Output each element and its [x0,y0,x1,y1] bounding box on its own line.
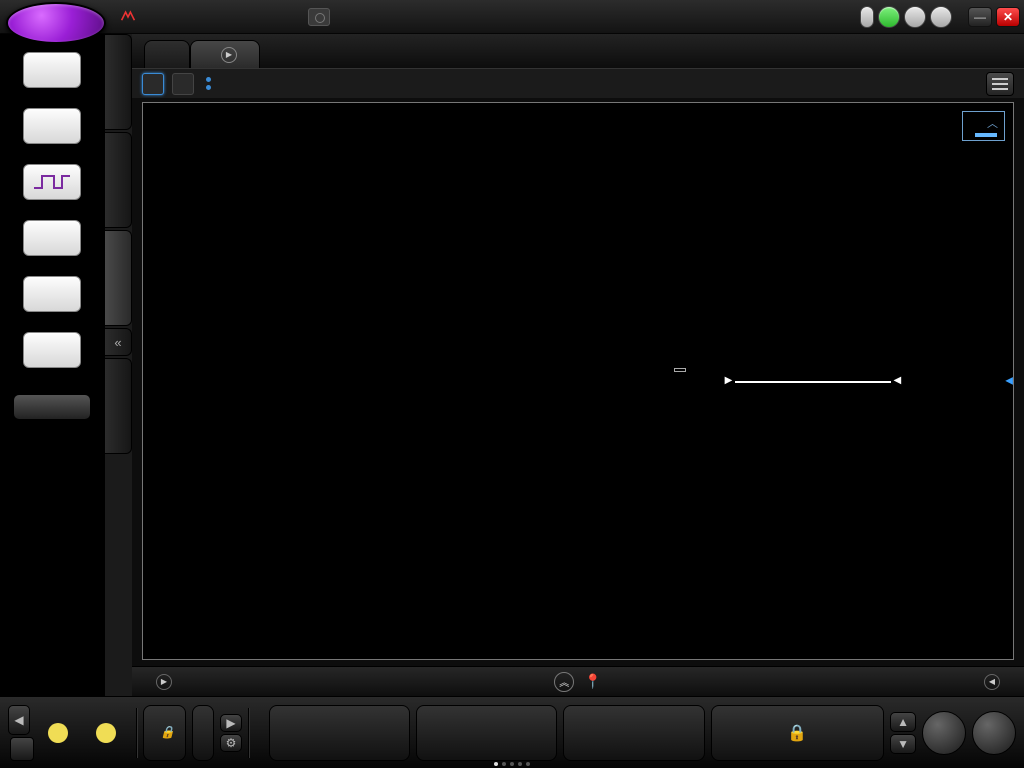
close-button[interactable]: ✕ [996,7,1020,27]
square-wave-icon [32,172,72,192]
menu-help[interactable] [274,13,294,21]
side-tabs: « [104,34,132,696]
eye-diagram-plot[interactable]: ︿ [142,102,1014,660]
keysight-logo-icon [120,9,136,25]
menu-file[interactable] [164,13,184,21]
timebase-panel[interactable] [269,705,410,761]
plot-legend[interactable]: ︿ [962,111,1005,141]
amplitude-prev-icon[interactable]: ◀ [984,674,1000,690]
menu-apps[interactable] [252,13,272,21]
vtab-jsa[interactable] [105,358,132,454]
ch2-badge [96,723,116,743]
menu-tools[interactable] [230,13,250,21]
menu-items [164,13,294,21]
acquisition-panel[interactable] [416,705,557,761]
f1-marker[interactable] [1005,376,1015,387]
nav-left-button[interactable]: ◀ [8,705,30,735]
top-right-controls: — ✕ [860,6,1020,28]
ddpws-button[interactable] [23,164,81,200]
center-pane: ▶ ︿ ▶ ︽ 📍 ◀ [132,34,1024,696]
pattern-panel[interactable]: 🔒 [711,705,884,761]
grid-menu-icon[interactable] [10,737,34,761]
cdr-panel[interactable]: 🔒 [143,705,186,761]
legend-swatch [975,133,997,137]
more-button[interactable] [13,394,91,420]
layout-dots-icon [206,77,211,90]
tab-waveform[interactable]: ▶ [190,40,260,68]
channel-1a[interactable] [40,720,82,746]
pin-icon[interactable]: 📍 [584,673,601,690]
run-button[interactable] [878,6,900,28]
tj-histogram-marker[interactable] [735,381,892,383]
tj-histogram-label[interactable] [674,368,686,372]
scroll-up-button[interactable]: ▲ [890,712,916,732]
ch1-badge [48,723,68,743]
left-toolbar [0,34,104,696]
trigger-panel[interactable] [563,705,704,761]
page-dots [494,762,530,766]
pattern-lock-icon: 🔒 [787,723,807,743]
hamburger-button[interactable] [986,72,1014,96]
autoscale-button[interactable] [860,6,874,28]
reset-jitter-button[interactable] [23,52,81,88]
clear-button[interactable] [930,6,952,28]
reset-ampl-button[interactable] [23,332,81,368]
scroll-down-button[interactable]: ▼ [890,734,916,754]
ptb-play-button[interactable]: ▶ [220,714,242,732]
f2-button[interactable] [23,276,81,312]
layout-single-button[interactable] [142,73,164,95]
play-icon[interactable]: ▶ [221,47,237,63]
tab-strip: ▶ [132,34,1024,68]
math-button[interactable] [922,711,966,755]
jn-button[interactable] [23,108,81,144]
vtab-time[interactable] [105,34,132,130]
chevron-up-icon: ︿ [987,115,998,131]
bottom-strip: ▶ ︽ 📍 ◀ [132,666,1024,696]
signals-button[interactable] [972,711,1016,755]
stop-button[interactable] [904,6,926,28]
vtab-meas[interactable] [105,230,132,326]
screenshot-icon[interactable] [308,8,330,26]
uj-button[interactable] [23,220,81,256]
menu-setup[interactable] [186,13,206,21]
vtab-collapse[interactable]: « [105,328,132,356]
waveform-toolbar [132,68,1024,98]
channel-2a[interactable] [88,720,130,746]
ptb-panel[interactable] [192,705,214,761]
vtab-amplitude[interactable] [105,132,132,228]
status-bar: ◀ 🔒 ▶ ⚙ [0,696,1024,768]
layout-multi-button[interactable] [172,73,194,95]
jitter-play-icon[interactable]: ▶ [156,674,172,690]
menu-measure[interactable] [208,13,228,21]
lock-icon: 🔒 [160,725,175,739]
brand [120,9,142,25]
jitter-noise-badge[interactable] [6,2,106,44]
ptb-gear-button[interactable]: ⚙ [220,734,242,752]
expand-up-icon[interactable]: ︽ [554,672,574,692]
tab-graphs[interactable] [144,40,190,68]
minimize-button[interactable]: — [968,7,992,27]
menu-bar: — ✕ [0,0,1024,34]
